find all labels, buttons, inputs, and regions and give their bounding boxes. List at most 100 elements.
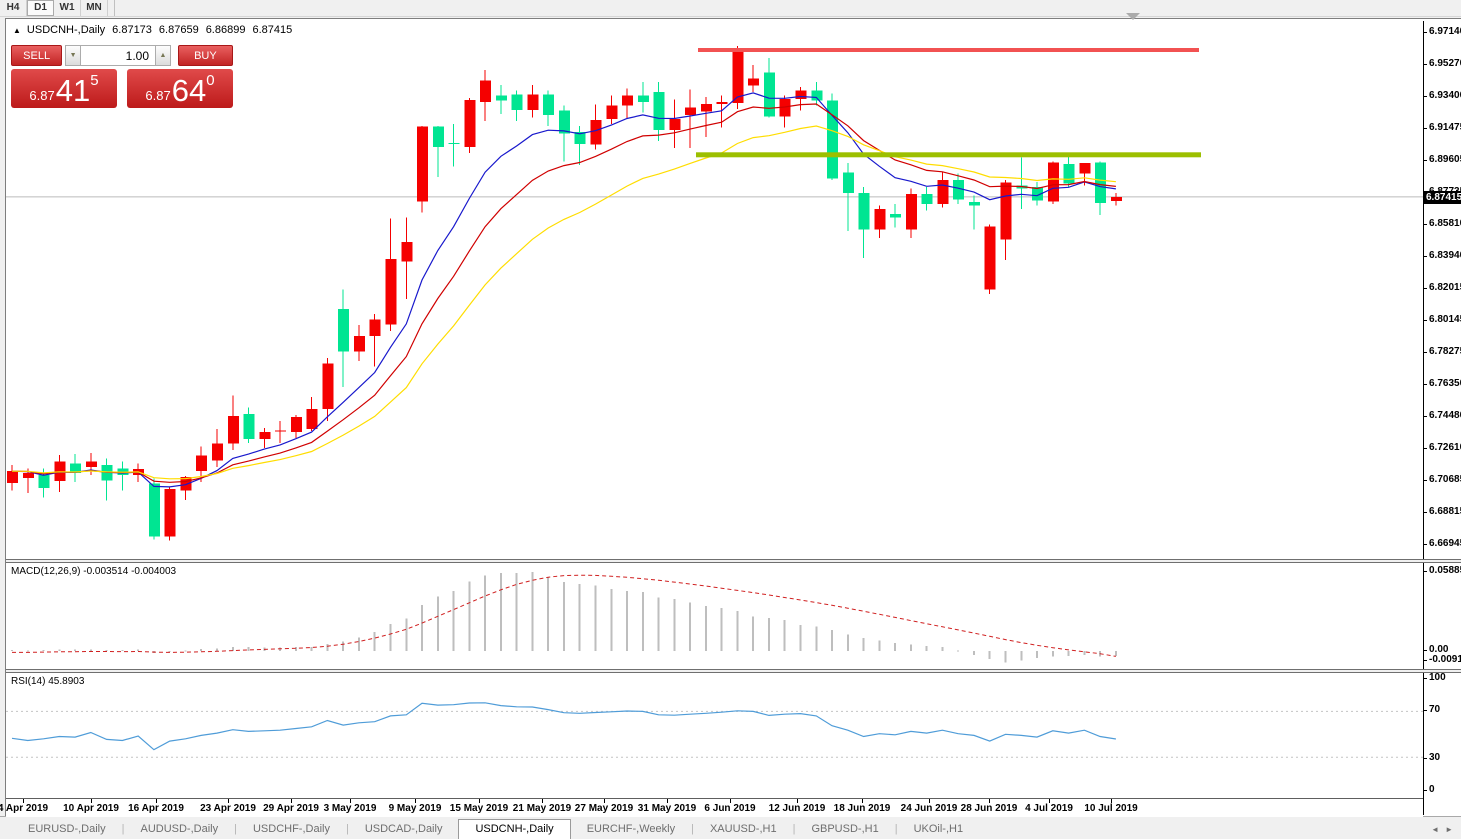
chart-symbol-label: USDCNH-,Daily <box>26 24 106 36</box>
pane-splitter[interactable] <box>6 559 1461 563</box>
price-chart-pane[interactable] <box>6 21 1423 559</box>
macd-axis-label-tick <box>1424 650 1427 651</box>
timeframe-button-w1[interactable]: W1 <box>54 0 81 16</box>
date-axis-label: 3 May 2019 <box>323 803 377 814</box>
chart-title: ▲ USDCNH-,Daily 6.87173 6.87659 6.86899 … <box>13 24 292 36</box>
date-tick <box>1049 799 1050 803</box>
date-axis[interactable]: 4 Apr 2019 10 Apr 2019 16 Apr 2019 23 Apr 2… <box>0 798 1423 817</box>
date-tick <box>350 799 351 803</box>
timeframe-button-d1[interactable]: D1 <box>27 0 54 16</box>
sell-price-sup: 5 <box>90 72 99 89</box>
date-axis-label: 24 Jun 2019 <box>900 803 958 814</box>
rsi-axis-label-tick <box>1424 710 1427 711</box>
date-axis-label: 23 Apr 2019 <box>200 803 256 814</box>
date-tick <box>604 799 605 803</box>
macd-axis-label-tick <box>1424 571 1427 572</box>
chart-tab-usdchfdaily[interactable]: USDCHF-,Daily <box>252 823 330 835</box>
rsi-indicator-pane[interactable] <box>6 673 1423 798</box>
date-axis-label: 10 Jul 2019 <box>1084 803 1138 814</box>
chart-tab-ukoilh1[interactable]: UKOil-,H1 <box>913 823 964 835</box>
volume-increase-button[interactable]: ▲ <box>155 45 171 66</box>
sell-button[interactable]: SELL <box>11 45 63 66</box>
price-axis-label-tick <box>1424 96 1427 97</box>
buy-price-prefix: 6.87 <box>145 88 171 103</box>
rsi-axis-label: 0 <box>1429 784 1435 795</box>
volume-input[interactable] <box>81 45 156 66</box>
chart-tab-audusddaily[interactable]: AUDUSD-,Daily <box>140 823 219 835</box>
timeframe-button-mn[interactable]: MN <box>81 0 108 16</box>
price-axis-label: 6.76350 <box>1429 378 1461 389</box>
price-axis-label: 6.74480 <box>1429 410 1461 421</box>
chart-tab-usdcnhdaily[interactable]: USDCNH-,Daily <box>458 819 571 839</box>
ma-slow-line <box>11 125 1116 480</box>
ma-fast-line <box>11 92 1116 488</box>
macd-label: MACD(12,26,9) -0.003514 -0.004003 <box>11 566 177 577</box>
tab-separator: | <box>894 823 898 835</box>
chart-tab-eurchfweekly[interactable]: EURCHF-,Weekly <box>586 823 676 835</box>
price-axis-label-tick <box>1424 448 1427 449</box>
tabs-scroll-right-icon[interactable]: ► <box>1445 825 1453 834</box>
date-tick <box>156 799 157 803</box>
tabs-scroll-left-icon[interactable]: ◄ <box>1431 825 1440 834</box>
date-axis-label: 12 Jun 2019 <box>768 803 826 814</box>
price-axis-label-tick <box>1424 352 1427 353</box>
buy-price-button[interactable]: 6.87 64 0 <box>127 69 233 108</box>
pane-splitter[interactable] <box>6 669 1461 673</box>
sell-price-button[interactable]: 6.87 41 5 <box>11 69 117 108</box>
macd-signal-line <box>12 574 1116 657</box>
buy-price-big: 64 <box>171 73 207 108</box>
price-axis-label: 6.82015 <box>1429 282 1461 293</box>
price-axis-label: 6.72610 <box>1429 442 1461 453</box>
macd-axis-label: 0.058851 <box>1429 565 1461 576</box>
date-axis-label: 27 May 2019 <box>574 803 634 814</box>
buy-button[interactable]: BUY <box>177 45 233 66</box>
price-axis-label-tick <box>1424 480 1427 481</box>
timeframe-button-h4[interactable]: H4 <box>0 0 27 16</box>
ma-mid-line <box>11 103 1116 483</box>
rsi-axis-label: 100 <box>1429 672 1446 683</box>
support-line <box>696 152 1201 158</box>
price-axis-label-tick <box>1424 544 1427 545</box>
macd-axis-label-tick <box>1424 660 1427 661</box>
current-price-tag: 6.87415 <box>1424 191 1461 204</box>
macd-axis-label: -0.009116 <box>1429 654 1461 665</box>
price-axis[interactable]: 6.87415 6.97140 6.95270 6.93400 6.91475 6.89… <box>1423 21 1461 815</box>
macd-indicator-pane[interactable] <box>6 563 1423 669</box>
chart-shift-marker-icon[interactable] <box>1126 13 1140 20</box>
one-click-trading-panel: SELL ▼ ▲ BUY 6.87 41 5 6.87 64 0 <box>11 45 233 108</box>
date-tick <box>862 799 863 803</box>
date-axis-label: 28 Jun 2019 <box>960 803 1018 814</box>
date-tick <box>929 799 930 803</box>
date-tick <box>23 799 24 803</box>
tab-separator: | <box>792 823 796 835</box>
sell-price-prefix: 6.87 <box>29 88 55 103</box>
collapse-trade-panel-icon[interactable]: ▲ <box>13 25 21 35</box>
date-axis-label: 9 May 2019 <box>388 803 442 814</box>
price-axis-label: 6.95270 <box>1429 58 1461 69</box>
date-axis-label: 21 May 2019 <box>512 803 572 814</box>
chart-window: ▲ USDCNH-,Daily 6.87173 6.87659 6.86899 … <box>0 18 1461 817</box>
chart-tab-eurusddaily[interactable]: EURUSD-,Daily <box>28 823 106 835</box>
price-axis-label-tick <box>1424 256 1427 257</box>
date-axis-label: 6 Jun 2019 <box>704 803 756 814</box>
price-axis-label-tick <box>1424 512 1427 513</box>
price-axis-label: 6.83940 <box>1429 250 1461 261</box>
date-tick <box>291 799 292 803</box>
date-tick <box>415 799 416 803</box>
date-tick <box>989 799 990 803</box>
ohlc-close: 6.87415 <box>252 24 293 36</box>
buy-price-sup: 0 <box>206 72 215 89</box>
volume-decrease-button[interactable]: ▼ <box>65 45 82 66</box>
price-axis-label: 6.78275 <box>1429 346 1461 357</box>
macd-axis-label: 0.00 <box>1429 644 1449 655</box>
chart-tab-usdcaddaily[interactable]: USDCAD-,Daily <box>364 823 443 835</box>
resistance-line <box>698 48 1199 52</box>
chart-tab-bar: EURUSD-,Daily | AUDUSD-,Daily | USDCHF-,Dail… <box>0 816 1461 839</box>
chart-tab-xauusdh1[interactable]: XAUUSD-,H1 <box>709 823 777 835</box>
date-tick <box>1111 799 1112 803</box>
date-axis-label: 18 Jun 2019 <box>833 803 891 814</box>
chart-tab-gbpusdh1[interactable]: GBPUSD-,H1 <box>811 823 879 835</box>
rsi-axis-label: 70 <box>1429 704 1441 715</box>
timeframe-toolbar: H4 D1 W1 MN <box>0 0 1461 17</box>
price-axis-label-tick <box>1424 160 1427 161</box>
